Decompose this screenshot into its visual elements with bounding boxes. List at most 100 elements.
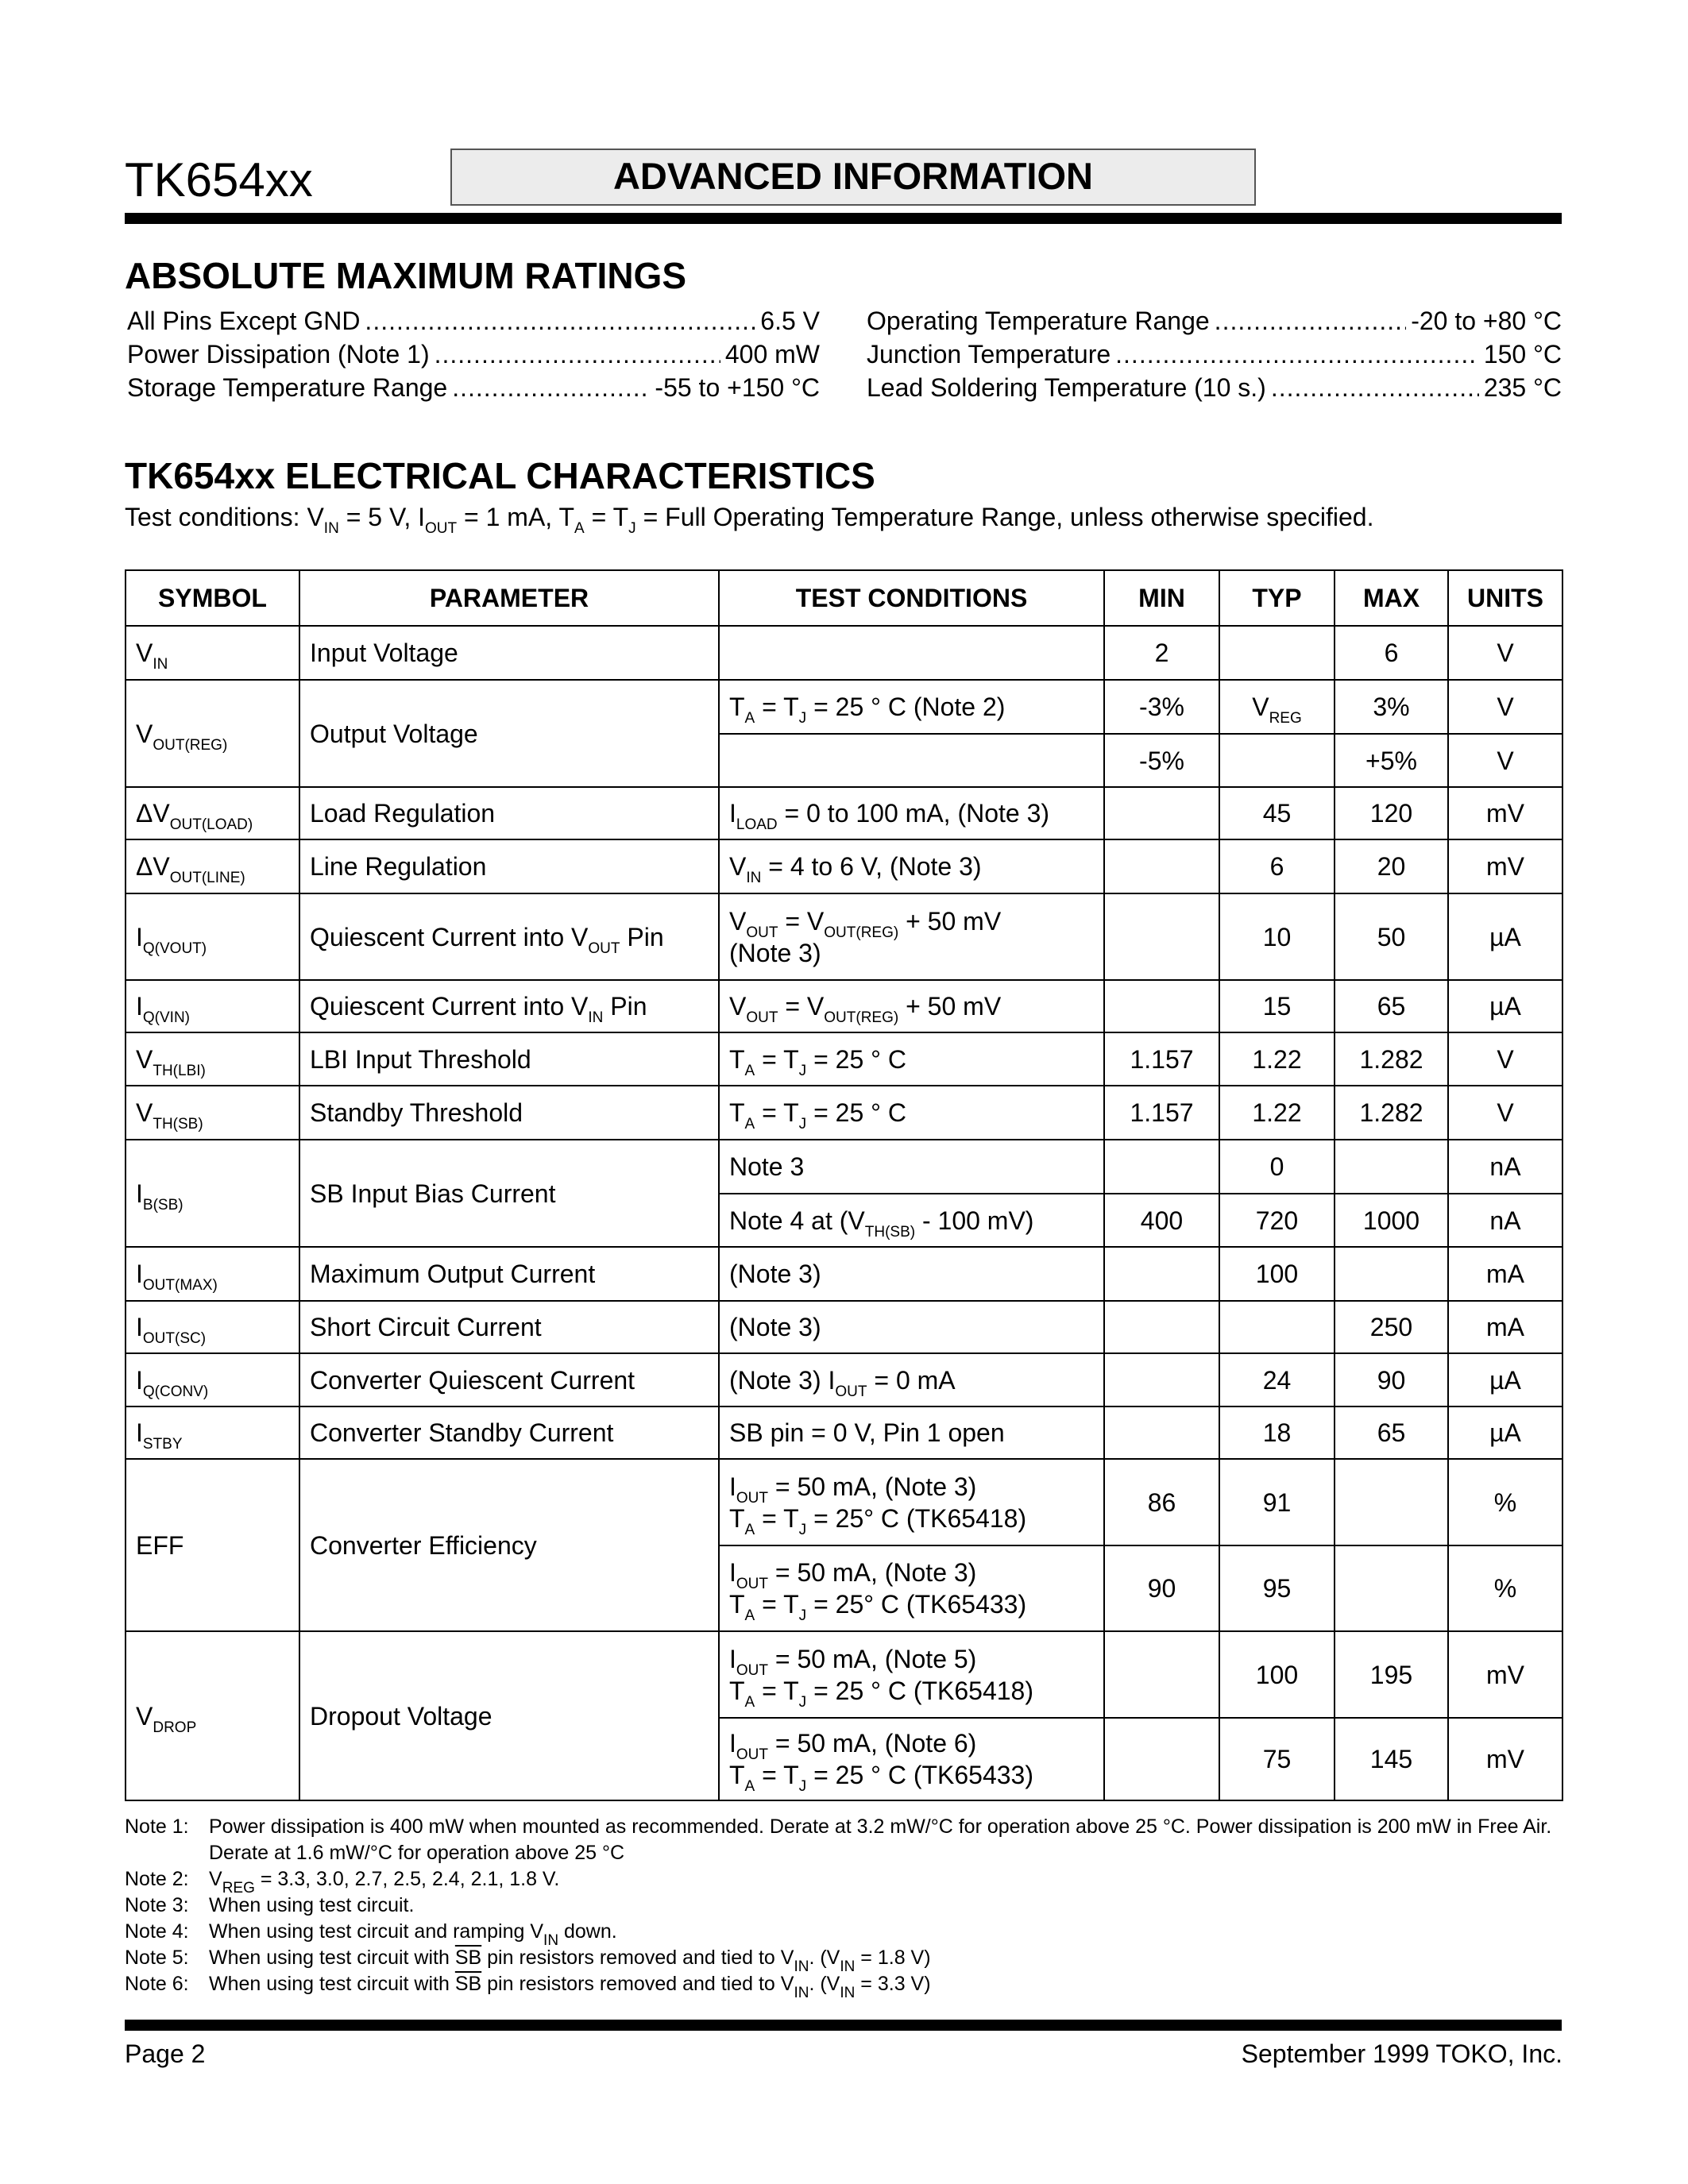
text-segment: SB pin = 0 V, Pin 1 open <box>729 1418 1005 1447</box>
table-row: EFF Converter Efficiency IOUT = 50 mA, (No… <box>125 1458 1563 1632</box>
min-cell <box>1103 979 1220 1033</box>
test-conditions-cell: IOUT = 50 mA, (Note 3) TA = TJ = 25° C (T… <box>718 1545 1105 1632</box>
units-cell: µA <box>1447 1352 1563 1407</box>
min-cell: 86 <box>1103 1458 1220 1546</box>
note-text: When using test circuit with SB pin resi… <box>209 1945 931 1974</box>
parameter-cell: Output Voltage <box>299 679 720 788</box>
text-segment: ΔV <box>136 799 170 828</box>
units-cell: V <box>1447 1032 1563 1086</box>
text-segment: V <box>209 1868 222 1890</box>
test-conditions-cell: Note 4 at (VTH(SB) - 100 mV) <box>718 1193 1105 1248</box>
text-segment: + 50 mV <box>898 992 1002 1021</box>
text-segment: I <box>136 1313 143 1341</box>
table-row: VOUT(REG) Output Voltage TA = TJ = 25 ° C … <box>125 679 1563 788</box>
overline-text: SB <box>454 1947 482 1969</box>
parameter-cell: Converter Quiescent Current <box>299 1352 720 1407</box>
rating-label: Lead Soldering Temperature (10 s.) <box>867 373 1266 402</box>
test-condition-line: TA = TJ = 25 ° C (TK65433) <box>729 1759 1094 1794</box>
subscript: B(SB) <box>142 1196 183 1214</box>
text-segment: = 50 mA, (Note 3) <box>768 1558 977 1587</box>
subscript: OUT(LOAD) <box>169 816 253 833</box>
text-segment: V <box>729 992 747 1021</box>
dot-leader <box>435 338 720 371</box>
rating-value: 150 °C <box>1483 340 1562 369</box>
typ-cell <box>1219 625 1335 681</box>
subscript: OUT(REG) <box>153 736 228 754</box>
text-segment: Pin <box>603 992 647 1021</box>
column-header: MIN <box>1103 569 1220 627</box>
text-segment: = 1 mA, T <box>457 503 575 531</box>
max-cell: 1000 <box>1334 1193 1449 1248</box>
text-segment: T <box>729 1590 745 1619</box>
subscript: OUT <box>746 1009 778 1026</box>
test-condition-line: (Note 3) <box>729 937 1094 969</box>
subscript: OUT <box>425 520 458 537</box>
note-label: Note 6: <box>125 1973 189 1995</box>
subscript: REG <box>222 1880 255 1897</box>
absolute-maximum-ratings-title: ABSOLUTE MAXIMUM RATINGS <box>125 255 687 296</box>
note-item: Note 4: When using test circuit and rampi… <box>125 1919 1566 1948</box>
max-cell <box>1334 1246 1449 1302</box>
typ-cell <box>1219 733 1335 788</box>
min-cell <box>1103 1300 1220 1354</box>
test-conditions-cell: VIN = 4 to 6 V, (Note 3) <box>718 839 1105 894</box>
column-header: PARAMETER <box>299 569 720 627</box>
subscript: A <box>744 1062 755 1079</box>
test-condition-line: (Note 3) IOUT = 0 mA <box>729 1364 1094 1399</box>
units-cell: mA <box>1447 1246 1563 1302</box>
typ-cell: 18 <box>1219 1406 1335 1460</box>
table-row: IQ(VIN) Quiescent Current into VIN Pin VOU… <box>125 979 1563 1033</box>
text-segment: V <box>1252 693 1269 721</box>
rating-row: Power Dissipation (Note 1) 400 mW <box>127 338 820 371</box>
min-cell <box>1103 893 1220 981</box>
text-segment: = V <box>778 992 825 1021</box>
parameter-cell: Load Regulation <box>299 786 720 840</box>
symbol-cell: EFF <box>125 1458 300 1632</box>
electrical-characteristics-table: SYMBOL PARAMETER TEST CONDITIONS MIN TYP MAX U… <box>125 569 1563 1801</box>
subscript: IN <box>543 1932 559 1949</box>
subscript: DROP <box>153 1719 197 1736</box>
max-cell: 65 <box>1334 1406 1449 1460</box>
rating-row: All Pins Except GND 6.5 V <box>127 304 820 338</box>
text-segment: pin resistors removed and tied to V <box>481 1947 794 1969</box>
test-condition-line: Note 3 <box>729 1151 1094 1183</box>
text-segment: = 25 ° C <box>806 1098 906 1127</box>
table-row: VDROP Dropout Voltage IOUT = 50 mA, (Note … <box>125 1630 1563 1801</box>
test-condition-line: TA = TJ = 25 ° C <box>729 1097 1094 1132</box>
test-condition-line: Note 4 at (VTH(SB) - 100 mV) <box>729 1205 1094 1240</box>
note-text: VREG = 3.3, 3.0, 2.7, 2.5, 2.4, 2.1, 1.8… <box>209 1866 559 1896</box>
text-segment: = T <box>755 1503 799 1533</box>
column-header: UNITS <box>1447 569 1563 627</box>
text-segment: (Note 3) I <box>729 1365 836 1395</box>
text-segment: I <box>136 992 143 1021</box>
units-cell: mA <box>1447 1300 1563 1354</box>
text-segment: I <box>136 1260 143 1288</box>
header-divider <box>125 213 1562 224</box>
text-segment: = 3.3 V) <box>855 1973 931 1995</box>
text-segment: = 5 V, I <box>338 503 426 531</box>
max-cell: 250 <box>1334 1300 1449 1354</box>
note-text: Power dissipation is 400 mW when mounted… <box>209 1814 1566 1866</box>
units-cell: V <box>1447 679 1563 735</box>
table-row: VTH(LBI) LBI Input Threshold TA = TJ = 25 … <box>125 1032 1563 1086</box>
units-cell: V <box>1447 1085 1563 1140</box>
subscript: IN <box>794 1985 809 2001</box>
overline-text: SB <box>454 1973 482 1995</box>
text-segment: V <box>136 1098 153 1127</box>
typ-cell: 0 <box>1219 1139 1335 1194</box>
max-cell <box>1334 1545 1449 1632</box>
typ-cell <box>1219 1300 1335 1354</box>
test-condition-line: VIN = 4 to 6 V, (Note 3) <box>729 851 1094 886</box>
subscript: J <box>798 1778 807 1795</box>
note-text: When using test circuit and ramping VIN … <box>209 1919 617 1948</box>
min-cell <box>1103 1352 1220 1407</box>
parameter-cell: Maximum Output Current <box>299 1246 720 1302</box>
notes: Note 1: Power dissipation is 400 mW when … <box>125 1814 1566 2001</box>
rating-row: Operating Temperature Range -20 to +80 °C <box>867 304 1562 338</box>
text-segment: When using test circuit. <box>209 1894 415 1916</box>
text-segment: I <box>136 1179 143 1208</box>
subscript: A <box>744 1116 755 1133</box>
column-header: TYP <box>1219 569 1335 627</box>
test-condition-line: TA = TJ = 25 ° C (TK65418) <box>729 1675 1094 1710</box>
units-cell: µA <box>1447 1406 1563 1460</box>
